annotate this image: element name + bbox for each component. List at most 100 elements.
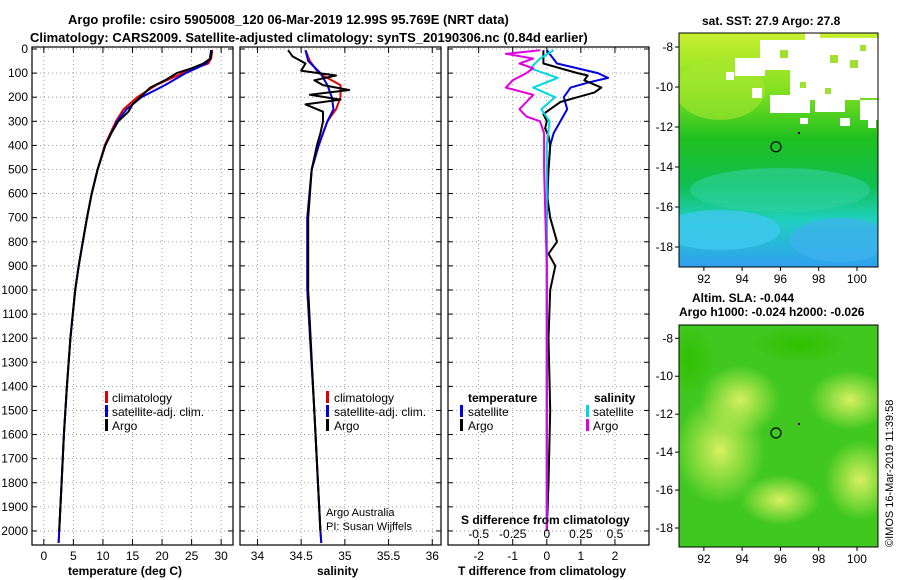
- cloud-cell: [800, 118, 808, 124]
- sla-map-title-1: Altim. SLA: -0.044: [692, 291, 794, 305]
- series-argo: [287, 49, 351, 532]
- cloud-cell: [752, 88, 762, 98]
- map-x-tick-label: 100: [847, 552, 867, 566]
- x-tick-label: 0: [40, 549, 47, 563]
- map-y-tick-label: -8: [662, 40, 673, 54]
- salinity-x-axis: 34 34.5 35 35.5 36: [251, 47, 439, 563]
- s-diff-tick-label: -0.5: [468, 527, 489, 541]
- sla-map-panel: Altim. SLA: -0.044 Argo h1000: -0.024 h2…: [656, 291, 879, 566]
- depth-tick-label: 1900: [1, 500, 28, 514]
- sst-map-title: sat. SST: 27.9 Argo: 27.8: [702, 14, 841, 28]
- cloud-cell: [770, 95, 810, 113]
- difference-series: [504, 49, 610, 532]
- salinity-grid: [240, 48, 441, 544]
- diff-legend-t-argo: Argo: [468, 419, 494, 433]
- map-x-tick-label: 92: [697, 272, 711, 286]
- cloud-cell: [840, 118, 850, 126]
- diff-legend-swatch-t-argo: [460, 419, 463, 431]
- map-y-tick-label: -12: [656, 120, 674, 134]
- sal-legend-swatch-argo: [326, 419, 329, 431]
- s-diff-tick-label: 0: [543, 527, 550, 541]
- depth-tick-label: 1400: [1, 379, 28, 393]
- x-tick-label: 0: [543, 549, 550, 563]
- x-tick-label: 35.5: [377, 549, 401, 563]
- diff-legend-swatch-s-satellite: [586, 405, 589, 417]
- x-tick-label: 35: [338, 549, 352, 563]
- sla-low-1: [750, 325, 850, 365]
- difference-legend: temperature salinity satellite Argo sate…: [460, 391, 636, 433]
- s-difference-label: S difference from climatology: [461, 513, 630, 527]
- map-y-tick-label: -10: [656, 369, 674, 383]
- clear-cell: [825, 88, 831, 94]
- sst-map-frame: [678, 32, 879, 268]
- sla-float-dot: [798, 423, 800, 425]
- sst-cool-patch: [679, 210, 780, 250]
- legend-swatch-climatology: [105, 391, 108, 403]
- temperature-panel: 0100200300400500600700800900100011001200…: [1, 42, 234, 578]
- map-x-tick-label: 96: [774, 272, 788, 286]
- series-argo: [58, 50, 213, 532]
- sal-legend-swatch-climatology: [326, 391, 329, 403]
- title-line-2: Climatology: CARS2009. Satellite-adjuste…: [30, 30, 588, 45]
- sal-legend-satellite: satellite-adj. clim.: [334, 405, 426, 419]
- sla-high-5: [740, 475, 820, 525]
- clear-cell: [830, 55, 838, 63]
- sal-legend-swatch-satellite: [326, 405, 329, 417]
- depth-tick-label: 1700: [1, 452, 28, 466]
- legend-title-temperature: temperature: [468, 391, 538, 405]
- diff-legend-t-satellite: satellite: [468, 405, 509, 419]
- depth-tick-label: 1800: [1, 476, 28, 490]
- depth-tick-label: 800: [8, 235, 28, 249]
- sst-cloud-mask: [726, 33, 878, 128]
- depth-tick-label: 2000: [1, 524, 28, 538]
- difference-frame: [447, 46, 650, 546]
- x-tick-label: 10: [96, 549, 110, 563]
- diff-legend-s-argo: Argo: [593, 419, 619, 433]
- map-x-tick-label: 94: [735, 272, 749, 286]
- depth-tick-label: 400: [8, 138, 28, 152]
- sst-argo-marker: [770, 141, 782, 153]
- legend-swatch-argo: [105, 419, 108, 431]
- sal-legend-argo: Argo: [334, 419, 360, 433]
- temperature-series: [57, 50, 214, 544]
- sla-map-axes: 92 94 96 98 100 -8 -10 -12 -14 -16 -18: [656, 331, 868, 566]
- salinity-xlabel: salinity: [317, 564, 359, 578]
- annotation-pi: PI: Susan Wijffels: [326, 521, 412, 533]
- x-tick-label: 15: [126, 549, 140, 563]
- diff-legend-swatch-s-argo: [586, 419, 589, 431]
- cloud-cell: [726, 72, 734, 80]
- series-t-satellite: [545, 49, 610, 531]
- x-tick-label: 2: [612, 549, 619, 563]
- temperature-grid: [32, 48, 233, 544]
- sla-high-3: [810, 370, 878, 430]
- cloud-cell: [868, 120, 876, 128]
- sla-argo-marker: [770, 427, 782, 439]
- salinity-series: [287, 49, 351, 544]
- depth-tick-label: 1200: [1, 331, 28, 345]
- depth-tick-label: 100: [8, 66, 28, 80]
- map-y-tick-label: -18: [656, 240, 674, 254]
- imos-stamp: ©IMOS 16-Mar-2019 11:39:58: [884, 400, 896, 547]
- sst-cool-patch-2: [790, 218, 878, 262]
- x-tick-label: -2: [473, 549, 484, 563]
- sla-high-2: [679, 395, 765, 505]
- salinity-panel: 34 34.5 35 35.5 36 salinity climatology sate…: [239, 46, 442, 578]
- cloud-cell: [805, 33, 820, 40]
- s-diff-tick-label: 0.5: [607, 527, 624, 541]
- clear-cell: [800, 82, 806, 88]
- sal-legend-climatology: climatology: [334, 391, 394, 405]
- cloud-cell: [760, 40, 820, 70]
- difference-xlabel: T difference from climatology: [458, 564, 626, 578]
- legend-satellite: satellite-adj. clim.: [112, 405, 204, 419]
- x-tick-label: 34.5: [289, 549, 313, 563]
- sst-mid-patch: [690, 168, 870, 212]
- x-tick-label: 36: [426, 549, 440, 563]
- sla-high-4: [825, 440, 878, 520]
- map-y-tick-label: -12: [656, 407, 674, 421]
- title-line-1: Argo profile: csiro 5905008_120 06-Mar-2…: [68, 12, 509, 27]
- depth-tick-label: 200: [8, 90, 28, 104]
- sst-map-panel: sat. SST: 27.9 Argo: 27.8 92 94 96 98 100 -8 -…: [656, 14, 879, 286]
- map-x-tick-label: 98: [812, 552, 826, 566]
- map-y-tick-label: -14: [656, 445, 674, 459]
